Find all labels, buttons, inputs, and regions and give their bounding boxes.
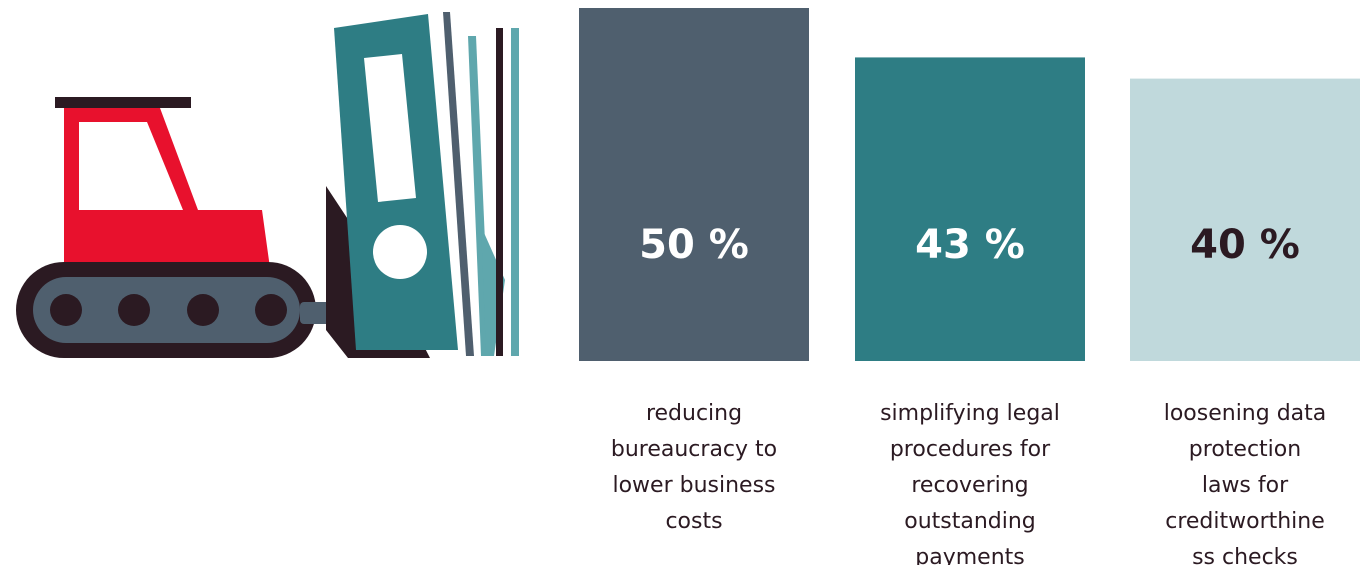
category-label: recovering <box>911 473 1028 498</box>
binder-spine <box>443 12 474 356</box>
binder-ring <box>373 225 427 279</box>
category-label: loosening data <box>1164 401 1327 426</box>
category-label: reducing <box>646 401 742 426</box>
category-label: laws for <box>1202 473 1289 498</box>
bulldozer-track-inner <box>33 277 300 343</box>
bar <box>579 8 809 361</box>
bulldozer-roof <box>55 97 191 108</box>
bar <box>1130 78 1360 361</box>
bar-value-label: 40 % <box>1190 222 1300 268</box>
binder-spine <box>496 28 503 356</box>
bar <box>855 57 1085 362</box>
category-label: simplifying legal <box>880 401 1060 426</box>
bulldozer-pushing-folders-icon <box>16 12 519 358</box>
category-label: bureaucracy to <box>611 437 777 462</box>
binder-spine <box>481 226 505 356</box>
category-label: outstanding <box>904 509 1036 534</box>
bulldozer-wheel <box>187 294 219 326</box>
bulldozer-wheel <box>255 294 287 326</box>
category-label: procedures for <box>890 437 1051 462</box>
category-label: lower business <box>612 473 775 498</box>
category-label: creditworthine <box>1165 509 1325 534</box>
bulldozer-window <box>79 122 183 210</box>
category-label: costs <box>665 509 722 534</box>
binder-spine <box>511 28 519 356</box>
bulldozer-wheel <box>118 294 150 326</box>
bar-value-label: 43 % <box>915 222 1025 268</box>
binder-label <box>364 54 416 202</box>
category-label: payments <box>915 545 1024 565</box>
category-label: protection <box>1189 437 1301 462</box>
bulldozer-wheel <box>50 294 82 326</box>
bar-value-label: 50 % <box>639 222 749 268</box>
category-label: ss checks <box>1192 545 1298 565</box>
